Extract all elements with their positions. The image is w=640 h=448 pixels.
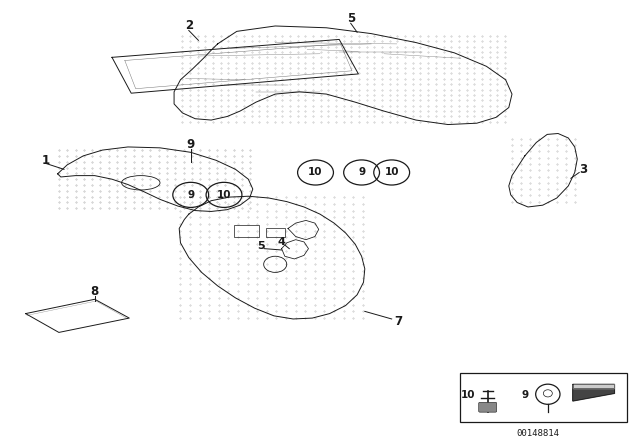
Text: 9: 9 <box>521 390 529 400</box>
Text: 9: 9 <box>187 190 195 200</box>
Text: 9: 9 <box>187 138 195 151</box>
Text: 3: 3 <box>580 163 588 176</box>
Polygon shape <box>573 384 614 388</box>
Text: 2: 2 <box>185 19 193 33</box>
Text: 10: 10 <box>385 168 399 177</box>
Bar <box>460 373 627 422</box>
Text: 7: 7 <box>394 315 402 328</box>
Text: 10: 10 <box>308 168 323 177</box>
Bar <box>234 225 259 237</box>
Text: 10: 10 <box>461 390 476 400</box>
Text: 00148814: 00148814 <box>516 429 559 438</box>
Text: 4: 4 <box>278 237 285 247</box>
Text: 8: 8 <box>91 284 99 298</box>
Polygon shape <box>573 384 614 401</box>
Text: 9: 9 <box>358 168 365 177</box>
Text: 5: 5 <box>257 241 265 250</box>
Text: 5: 5 <box>347 12 355 26</box>
Bar <box>266 228 285 237</box>
Text: 1: 1 <box>42 154 50 167</box>
FancyBboxPatch shape <box>479 402 497 412</box>
Text: 10: 10 <box>217 190 231 200</box>
